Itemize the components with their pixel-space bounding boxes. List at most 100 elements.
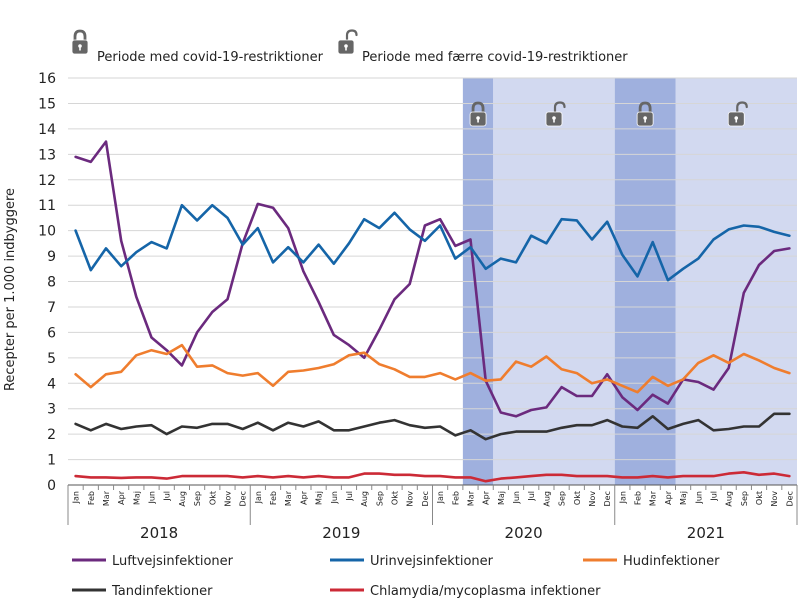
x-axis: Jan Feb Mar Apr Maj Jun Jul Aug Sep Okt Nov Dec Jan F… [67, 484, 798, 542]
y-tick-label: 5 [47, 351, 56, 367]
key-locked-padlock-icon-shackle [73, 29, 87, 41]
locked-padlock-icon-1-shackle [471, 101, 485, 113]
series-line-hudinfektioner [74, 343, 791, 394]
y-tick-label: 15 [38, 96, 56, 112]
year-label: 2021 [687, 524, 725, 542]
unlocked-padlock-icon-2-keyhole-slot [553, 118, 555, 123]
month-tick-label: Apr [117, 490, 126, 505]
key-unlocked-padlock-icon [337, 29, 358, 55]
series [74, 140, 791, 483]
y-axis-label: Recepter per 1.000 indbyggere [3, 188, 18, 391]
month-tick-label: Jan [72, 491, 81, 504]
legend-item: Chlamydia/mycoplasma infektioner [330, 584, 601, 599]
y-tick-label: 0 [47, 478, 56, 494]
month-tick-label: Jul [345, 491, 354, 502]
y-tick-label: 9 [47, 249, 56, 265]
month-tick-label: Maj [315, 491, 324, 505]
month-tick-label: Apr [664, 490, 673, 505]
restriction-key: Periode med covid-19-restriktioner Period… [71, 29, 628, 65]
month-tick-label: Nov [223, 491, 232, 507]
month-tick-label: Apr [299, 490, 308, 505]
y-tick-label: 3 [47, 402, 56, 418]
month-tick-label: Apr [482, 490, 491, 505]
month-tick-label: Mar [466, 490, 475, 506]
month-tick-label: Jun [330, 491, 339, 505]
legend-label: Hudinfektioner [623, 554, 720, 569]
legend-label: Luftvejsinfektioner [112, 554, 234, 569]
y-tick-label: 13 [38, 147, 56, 163]
month-tick-label: Sep [375, 491, 384, 506]
month-tick-label: Jul [163, 491, 172, 502]
month-tick-label: Dec [603, 491, 612, 506]
legend-label: Tandinfektioner [111, 584, 213, 599]
month-tick-label: Aug [360, 491, 369, 507]
unlocked-padlock-icon-2-keyhole [552, 116, 556, 120]
legend-item: Urinvejsinfektioner [330, 554, 494, 569]
y-tick-label: 16 [38, 71, 56, 87]
y-tick-label: 10 [38, 224, 56, 240]
locked-padlock-icon-3-shackle [638, 101, 652, 113]
unlocked-padlock-icon-4-keyhole [734, 116, 739, 120]
y-tick-label: 1 [47, 453, 56, 469]
locked-padlock-icon-3-keyhole-slot [644, 118, 646, 123]
unlocked-padlock-icon-2 [545, 101, 566, 127]
locked-padlock-icon-3 [636, 101, 654, 127]
month-tick-label: Dec [239, 491, 248, 506]
month-tick-label: Okt [573, 491, 582, 505]
month-tick-label: Jun [694, 491, 703, 505]
unlocked-padlock-icon-4-shackle [736, 101, 748, 114]
key-locked-padlock-icon-keyhole [78, 44, 82, 48]
month-tick-label: Aug [725, 491, 734, 507]
month-tick-label: Jul [527, 491, 536, 502]
unlocked-padlock-icon-2-shackle [553, 101, 566, 114]
key-locked-padlock-icon [71, 29, 89, 55]
unlocked-padlock-icon-4-keyhole-slot [735, 118, 738, 123]
series-line-urinvejsinfektioner [74, 203, 791, 282]
month-tick-label: Jan [254, 491, 263, 504]
month-tick-label: Aug [178, 491, 187, 507]
month-tick-label: Nov [770, 491, 779, 507]
locked-padlock-icon-1-keyhole [476, 116, 480, 120]
month-tick-label: Okt [391, 491, 400, 505]
month-tick-label: Jun [148, 491, 157, 505]
legend-label: Chlamydia/mycoplasma infektioner [370, 584, 601, 599]
year-label: 2020 [505, 524, 543, 542]
month-tick-label: Sep [193, 491, 202, 506]
month-tick-label: Mar [284, 490, 293, 506]
y-tick-label: 6 [47, 325, 56, 341]
series-line-tandinfektioner [74, 412, 791, 441]
month-tick-label: Feb [634, 491, 643, 505]
month-tick-label: Okt [755, 491, 764, 505]
key-unlocked-padlock-icon-keyhole-slot [345, 46, 347, 51]
month-tick-label: Maj [132, 491, 141, 505]
month-tick-label: Okt [208, 491, 217, 505]
month-tick-label: Nov [406, 491, 415, 507]
y-tick-label: 12 [38, 173, 56, 189]
key-strict-label: Periode med covid-19-restriktioner [97, 50, 324, 65]
legend-item: Luftvejsinfektioner [72, 554, 234, 569]
month-tick-label: Dec [785, 491, 794, 506]
key-locked-padlock-icon-keyhole-slot [79, 46, 81, 51]
month-tick-label: Nov [588, 491, 597, 507]
legend-item: Tandinfektioner [72, 584, 213, 599]
legend: Luftvejsinfektioner Urinvejsinfektioner Hu… [72, 554, 720, 599]
month-tick-label: Feb [269, 491, 278, 505]
key-fewer-label: Periode med færre covid-19-restriktioner [362, 50, 628, 65]
year-label: 2018 [140, 524, 178, 542]
band-padlocks [469, 101, 748, 127]
month-tick-label: Aug [542, 491, 551, 507]
y-tick-label: 2 [47, 427, 56, 443]
key-unlocked-padlock-icon-shackle [345, 29, 358, 42]
month-tick-label: Jan [618, 491, 627, 504]
locked-padlock-icon-3-keyhole [643, 116, 647, 120]
locked-padlock-icon-1 [469, 101, 487, 127]
month-tick-label: Sep [558, 491, 567, 506]
month-tick-label: Feb [87, 491, 96, 505]
key-unlocked-padlock-icon-keyhole [344, 44, 348, 48]
month-tick-label: Jan [436, 491, 445, 504]
series-line-chlamydia-mycoplasma-infektioner [74, 470, 791, 483]
month-tick-label: Maj [497, 491, 506, 505]
month-tick-label: Mar [102, 490, 111, 506]
